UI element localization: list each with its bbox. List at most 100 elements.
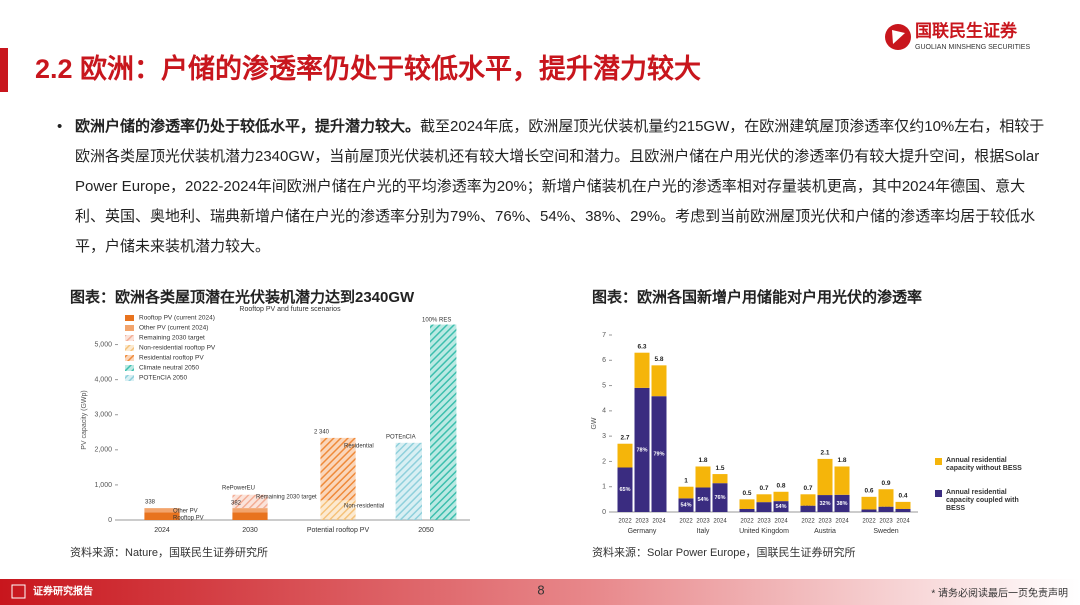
annotation: Residential	[344, 444, 374, 450]
y-tick-label: 1	[602, 484, 606, 491]
legend-label: POTEnCIA 2050	[139, 375, 187, 382]
y-tick-label: 3	[602, 433, 606, 440]
y-axis-label: PV capacity (GWp)	[81, 390, 88, 450]
logo-subtext: GUOLIAN MINSHENG SECURITIES	[915, 44, 1030, 51]
page-number: 8	[537, 582, 544, 597]
bar-segment	[232, 512, 268, 520]
legend-swatch	[125, 375, 134, 381]
share-label: 76%	[714, 495, 725, 501]
bar-segment	[695, 487, 711, 512]
share-label: 78%	[636, 447, 647, 453]
total-label: 1.5	[715, 465, 724, 472]
y-tick-label: 7	[602, 332, 606, 339]
bar-segment	[712, 474, 728, 484]
x-tick-label: 2023	[879, 519, 893, 525]
chart-source: 资料来源：Solar Power Europe，国联民生证券研究所	[592, 545, 855, 559]
legend-label: Remaining 2030 target	[139, 335, 205, 342]
bar-segment	[756, 494, 772, 503]
bar-segment	[739, 508, 755, 512]
x-tick-label: 2023	[818, 519, 832, 525]
bar-segment	[144, 512, 180, 520]
x-tick-label: 2022	[740, 519, 754, 525]
legend-swatch	[125, 345, 134, 351]
legend-label: Rooftop PV (current 2024)	[139, 315, 215, 322]
x-tick-label: 2022	[862, 519, 876, 525]
x-tick-label: 2024	[652, 519, 666, 525]
total-label: 0.7	[759, 485, 768, 492]
share-label: 79%	[653, 452, 664, 458]
total-label: 0.5	[742, 490, 751, 497]
total-label: 0.4	[898, 493, 907, 500]
y-tick-label: 0	[602, 509, 606, 516]
annotation: 100% RES	[422, 318, 451, 324]
y-tick-label: 1,000	[94, 482, 112, 489]
bullet-dot: •	[57, 118, 63, 135]
annotation: Non-residential	[344, 504, 384, 510]
bar-segment	[232, 494, 268, 509]
share-label: 23%	[880, 505, 891, 511]
bar-segment	[895, 508, 911, 512]
bar	[430, 324, 457, 520]
y-tick-label: 6	[602, 357, 606, 364]
y-tick-label: 0	[108, 517, 112, 524]
bullet-text: 截至2024年底，欧洲屋顶光伏装机量约215GW，在欧洲建筑屋顶渗透率仅约10%…	[75, 118, 1045, 255]
x-tick-label: 2022	[679, 519, 693, 525]
disclaimer: * 请务必阅读最后一页免责声明	[931, 587, 1068, 600]
bar-segment	[617, 443, 633, 468]
x-tick-label: 2024	[835, 519, 849, 525]
total-label: 0.6	[864, 488, 873, 495]
legend-label: Annual residential capacity without BESS	[946, 457, 1022, 472]
chart-caption: 图表：欧洲各类屋顶潜在光伏装机潜力达到2340GW	[70, 288, 415, 306]
total-label: 1.8	[698, 457, 707, 464]
bar-segment	[834, 494, 850, 512]
x-tick-label: 2024	[154, 527, 170, 534]
total-label: 1.8	[837, 457, 846, 464]
bar-segment	[634, 387, 650, 512]
share-label: 55%	[758, 505, 769, 511]
bar-segment	[800, 494, 816, 506]
share-label: 35%	[802, 505, 813, 511]
group-label: Italy	[697, 528, 710, 535]
y-tick-label: 5	[602, 382, 606, 389]
slide-title: 2.2 欧洲：户储的渗透率仍处于较低水平，提升潜力较大	[35, 53, 701, 84]
annotation: Rooftop PV	[173, 516, 204, 522]
share-label: 65%	[619, 487, 630, 493]
annotation: Remaining 2030 target	[256, 495, 317, 501]
bar-segment	[712, 483, 728, 512]
bar-segment	[695, 466, 711, 488]
x-tick-label: 2030	[242, 527, 258, 534]
x-tick-label: 2024	[896, 519, 910, 525]
bullet-paragraph: • 欧洲户储的渗透率仍处于较低水平，提升潜力较大。截至2024年底，欧洲屋顶光伏装…	[57, 112, 1045, 262]
total-label: 0.8	[776, 482, 785, 489]
group-label: Germany	[628, 528, 657, 535]
x-tick-label: 2023	[696, 519, 710, 525]
legend-swatch	[935, 490, 942, 497]
share-label: 32%	[819, 501, 830, 507]
legend-label: Non-residential rooftop PV	[139, 345, 216, 352]
x-tick-label: 2050	[418, 527, 434, 534]
total-label: 5.8	[654, 356, 663, 363]
y-axis-label: GW	[591, 417, 598, 429]
y-tick-label: 5,000	[94, 341, 112, 348]
legend-swatch	[125, 365, 134, 371]
x-tick-label: Potential rooftop PV	[307, 527, 370, 534]
bar-segment	[678, 486, 694, 499]
y-tick-label: 4	[602, 408, 606, 415]
share-label: 54%	[697, 497, 708, 503]
bar-segment	[144, 508, 180, 513]
bar-segment	[651, 365, 667, 397]
y-tick-label: 3,000	[94, 412, 112, 419]
bar-segment	[617, 467, 633, 512]
share-label: 38%	[836, 501, 847, 507]
share-label: 54%	[775, 504, 786, 510]
bar-segment	[878, 506, 894, 512]
group-label: Sweden	[873, 528, 898, 535]
bar-segment	[861, 496, 877, 510]
bar-segment	[232, 508, 268, 513]
total-label: 0.9	[881, 480, 890, 487]
group-label: Austria	[814, 528, 836, 535]
legend-swatch	[125, 335, 134, 341]
annotation: RePowerEU	[222, 486, 255, 492]
logo-text: 国联民生证券	[915, 20, 1018, 40]
